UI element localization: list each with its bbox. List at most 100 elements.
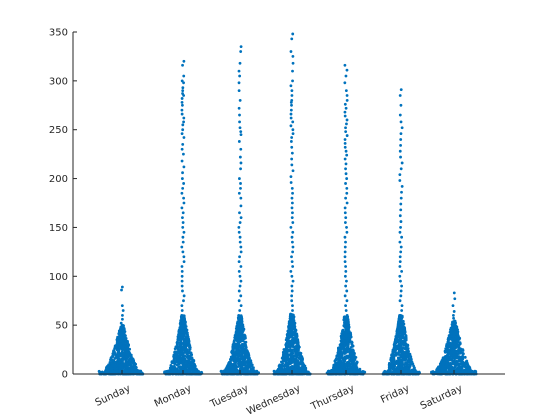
data-point-monday	[196, 370, 200, 374]
data-point-friday	[394, 351, 398, 355]
data-point-monday	[182, 136, 186, 139]
data-point-monday	[184, 327, 188, 331]
data-point-friday	[393, 346, 397, 350]
data-point-wednesday	[291, 265, 295, 268]
data-point-thursday	[347, 325, 351, 329]
data-point-sunday	[122, 324, 125, 328]
data-point-saturday	[452, 313, 455, 317]
data-point-thursday	[344, 162, 348, 166]
data-point-friday	[403, 338, 407, 342]
data-point-thursday	[344, 89, 348, 93]
data-point-friday	[397, 351, 400, 354]
data-point-thursday	[347, 335, 351, 339]
data-point-friday	[400, 309, 404, 312]
data-point-tuesday	[239, 130, 243, 134]
data-point-sunday	[122, 338, 126, 342]
data-point-tuesday	[239, 161, 243, 165]
data-point-monday	[183, 369, 186, 373]
data-point-sunday	[121, 313, 124, 317]
data-point-thursday	[344, 304, 347, 307]
data-point-tuesday	[237, 226, 241, 229]
data-point-wednesday	[291, 245, 295, 249]
data-point-monday	[187, 355, 191, 359]
data-point-wednesday	[291, 79, 294, 83]
data-point-tuesday	[234, 354, 238, 357]
data-point-friday	[400, 363, 403, 367]
data-point-tuesday	[238, 317, 242, 321]
data-point-wednesday	[289, 50, 293, 53]
data-point-wednesday	[290, 151, 294, 155]
data-point-wednesday	[290, 94, 294, 97]
data-point-monday	[180, 79, 184, 83]
data-point-thursday	[346, 355, 350, 358]
data-point-thursday	[344, 332, 348, 336]
data-point-friday	[389, 358, 393, 361]
data-point-thursday	[354, 366, 358, 370]
data-point-thursday	[342, 359, 346, 362]
data-point-thursday	[345, 177, 349, 180]
data-point-sunday	[119, 321, 123, 325]
data-point-sunday	[109, 358, 112, 362]
data-point-wednesday	[292, 325, 296, 329]
data-point-sunday	[112, 349, 116, 353]
data-point-tuesday	[238, 240, 242, 244]
data-point-monday	[180, 366, 184, 369]
data-point-tuesday	[238, 322, 242, 326]
data-point-wednesday	[286, 336, 290, 340]
data-point-tuesday	[228, 362, 232, 366]
data-point-monday	[182, 152, 185, 156]
data-point-wednesday	[291, 240, 294, 244]
data-point-wednesday	[281, 353, 285, 357]
data-point-thursday	[343, 235, 347, 239]
data-point-monday	[181, 235, 185, 239]
data-point-wednesday	[283, 364, 287, 368]
data-point-tuesday	[232, 347, 236, 351]
data-point-tuesday	[247, 352, 250, 356]
data-point-monday	[176, 340, 180, 344]
data-point-friday	[404, 342, 408, 346]
data-point-monday	[181, 289, 184, 293]
data-point-thursday	[343, 355, 347, 359]
data-point-friday	[399, 155, 402, 159]
data-point-thursday	[336, 367, 340, 371]
data-point-wednesday	[290, 274, 294, 278]
data-point-wednesday	[290, 299, 294, 303]
data-point-wednesday	[290, 235, 294, 239]
data-point-thursday	[343, 319, 347, 323]
data-point-monday	[189, 357, 193, 361]
data-point-wednesday	[290, 255, 293, 259]
data-point-sunday	[120, 304, 124, 307]
data-point-tuesday	[238, 126, 242, 130]
data-point-tuesday	[235, 348, 239, 352]
data-point-monday	[172, 361, 175, 365]
data-point-monday	[180, 177, 184, 180]
data-point-thursday	[343, 141, 347, 145]
data-point-friday	[398, 173, 402, 177]
data-point-wednesday	[291, 69, 294, 73]
data-point-tuesday	[243, 370, 246, 373]
data-point-friday	[399, 167, 403, 171]
data-point-friday	[398, 214, 402, 218]
data-point-sunday	[135, 371, 139, 375]
data-point-tuesday	[241, 349, 245, 353]
data-point-thursday	[343, 245, 347, 249]
data-point-monday	[181, 221, 185, 224]
data-point-tuesday	[231, 352, 235, 356]
data-point-friday	[402, 346, 406, 350]
data-point-tuesday	[242, 357, 246, 361]
data-point-friday	[394, 335, 398, 338]
data-point-tuesday	[238, 155, 242, 159]
data-point-wednesday	[291, 120, 295, 124]
data-point-wednesday	[306, 371, 309, 374]
data-point-tuesday	[239, 250, 243, 254]
data-point-monday	[181, 320, 185, 324]
data-point-tuesday	[245, 365, 249, 369]
data-point-thursday	[353, 352, 356, 355]
data-point-wednesday	[291, 309, 294, 312]
data-point-thursday	[334, 361, 338, 364]
data-point-wednesday	[285, 347, 289, 351]
data-point-tuesday	[238, 61, 242, 65]
data-point-tuesday	[246, 360, 249, 363]
data-point-wednesday	[279, 370, 283, 374]
data-point-monday	[181, 250, 185, 254]
